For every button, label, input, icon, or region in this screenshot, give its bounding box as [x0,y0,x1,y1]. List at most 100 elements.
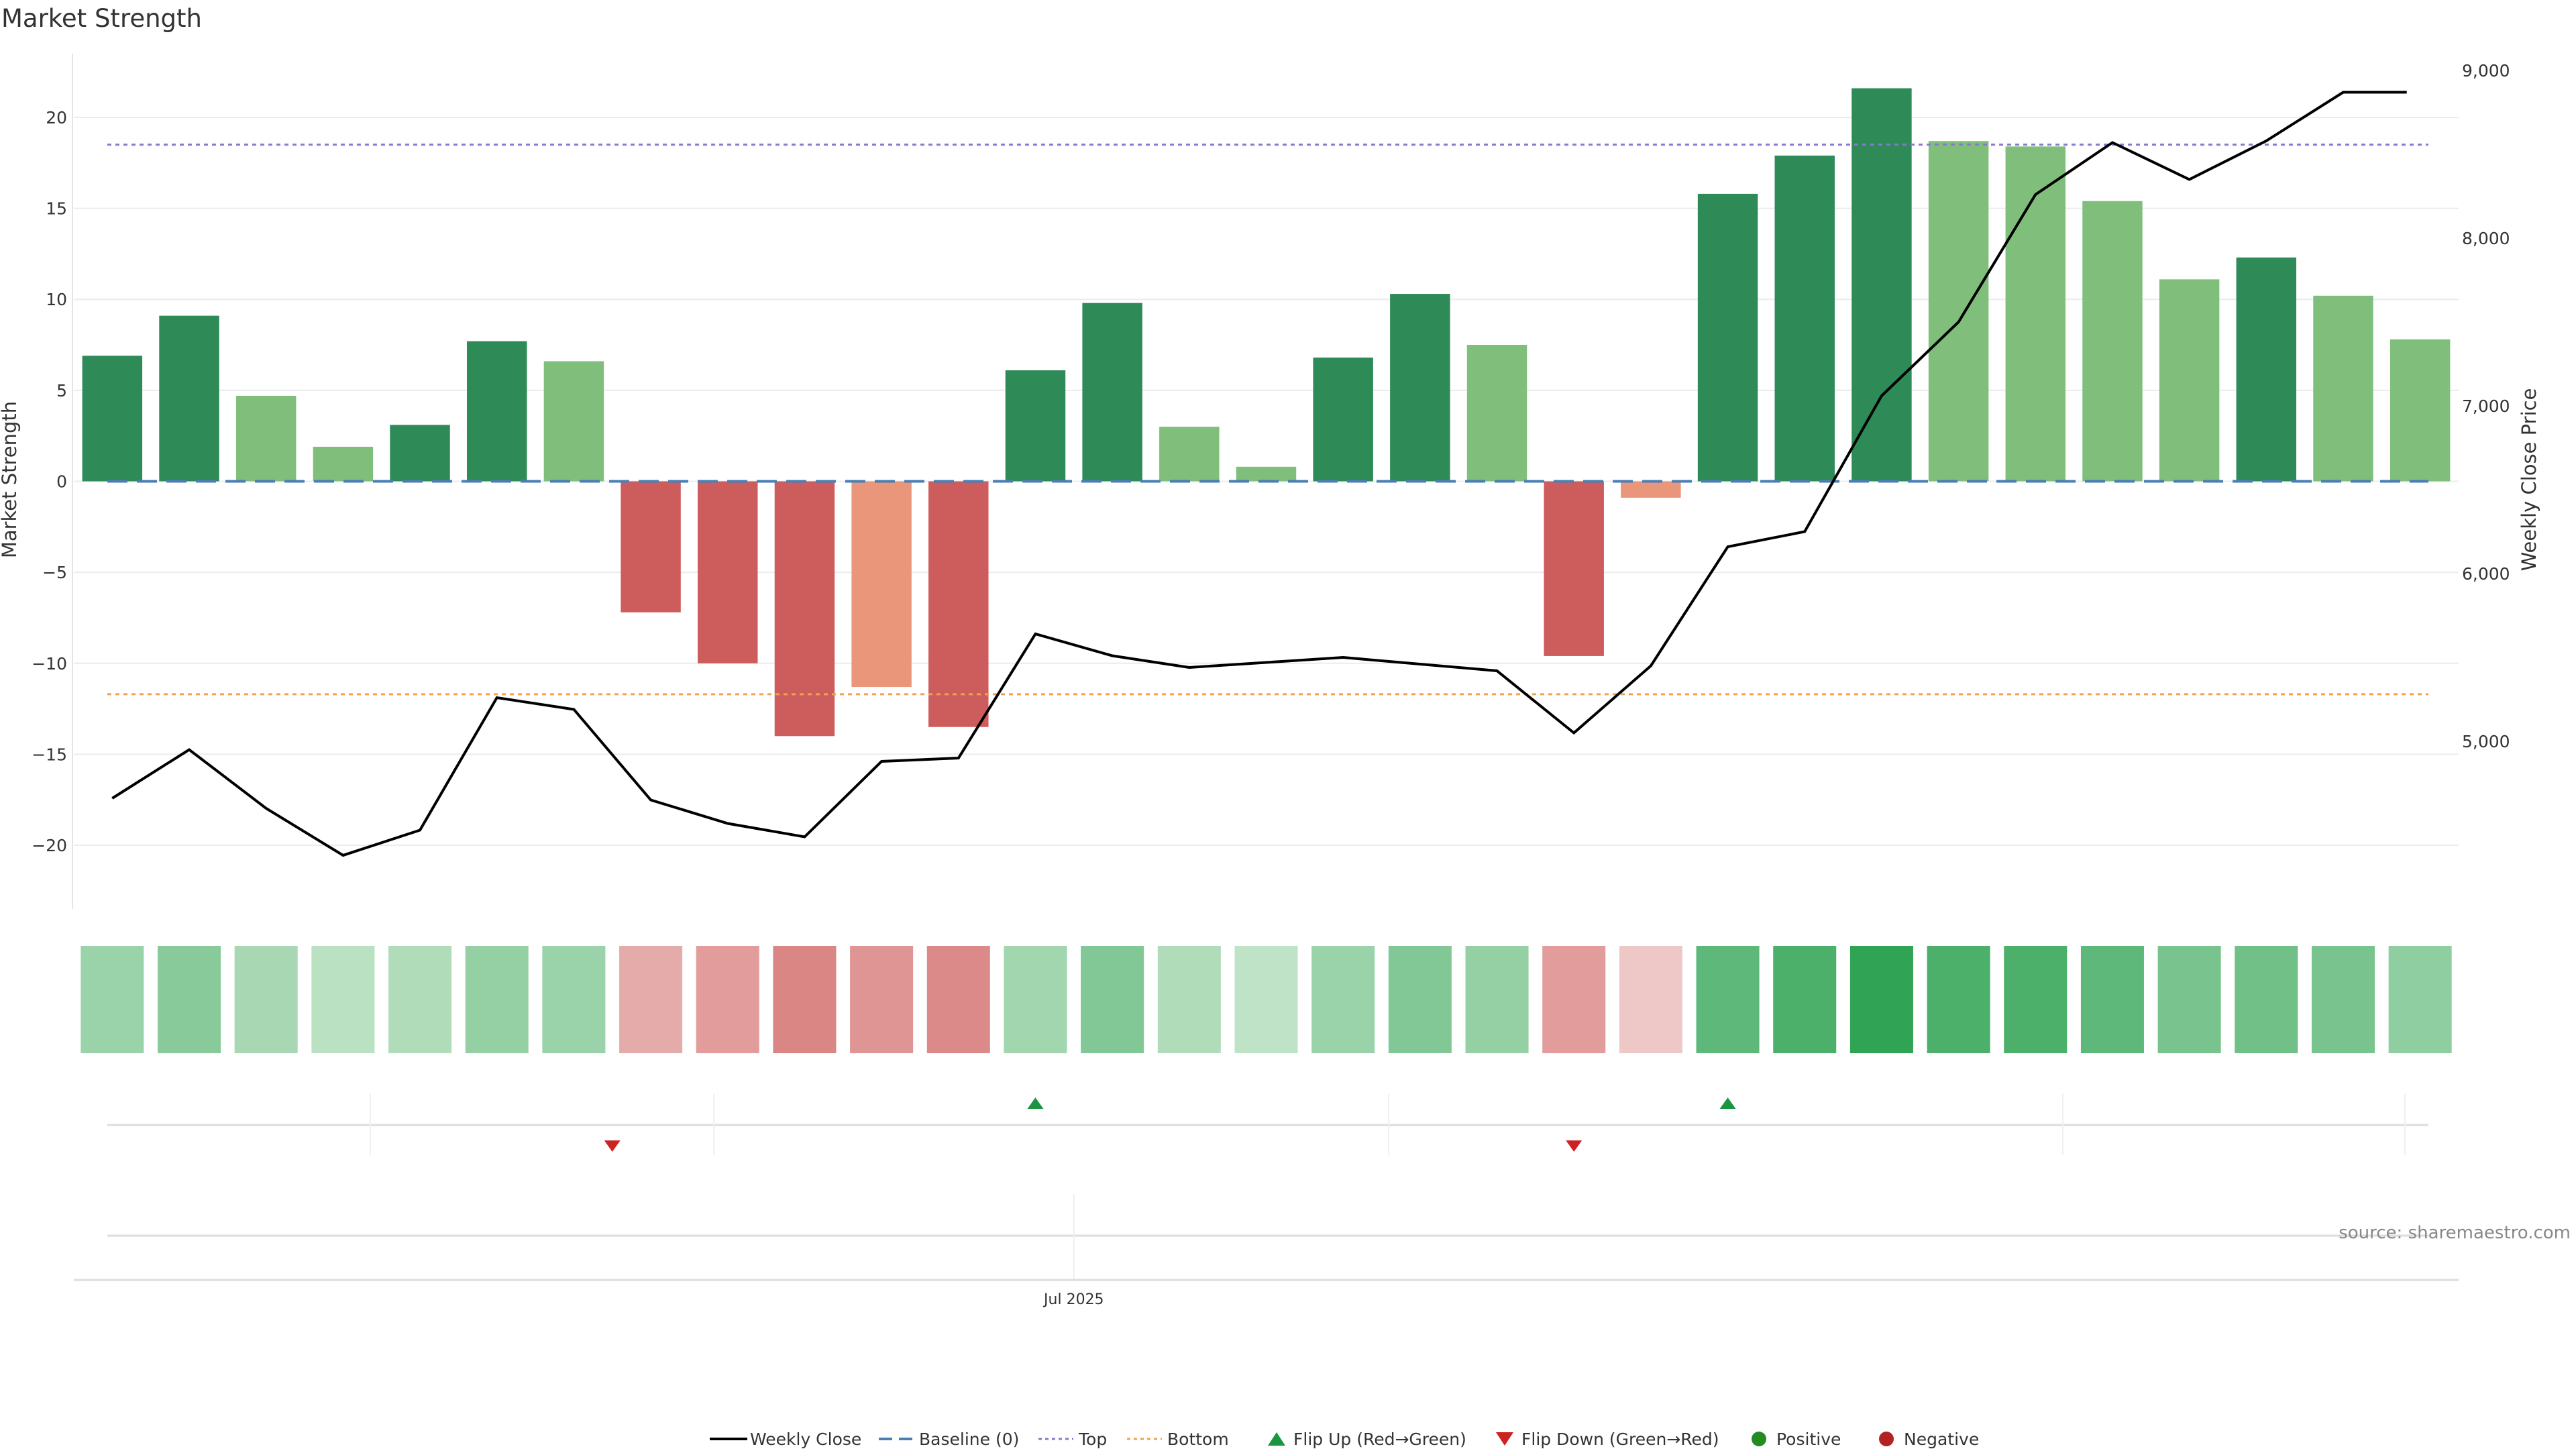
strength-bar [82,356,143,482]
strength-bar [1005,370,1066,482]
legend-label: Flip Up (Red→Green) [1293,1430,1466,1449]
heat-cell [2235,946,2298,1053]
strength-bar [2313,295,2373,482]
legend: Weekly Close Baseline (0) Top Bottom Flip Up… [710,1430,1979,1449]
heat-cell [157,946,221,1053]
legend-swatch-flip-up [1268,1432,1285,1446]
strength-bar [235,396,297,482]
heat-cell [1081,946,1144,1053]
flip-up-marker [1027,1097,1044,1109]
legend-item: Flip Down (Green→Red) [1496,1430,1719,1449]
heat-cell [1004,946,1067,1053]
heat-cell [388,946,452,1053]
y-left-tick-label: −20 [32,836,67,855]
strength-bar [621,481,681,612]
heat-cell [926,946,990,1053]
heat-cell [850,946,914,1053]
heat-cell [465,946,529,1053]
legend-item: Flip Up (Red→Green) [1268,1430,1466,1449]
flip-markers [107,1093,2428,1155]
legend-item: Top [1038,1430,1107,1449]
legend-label: Bottom [1167,1430,1229,1449]
strength-bar [2390,339,2451,482]
y-left-tick-label: −15 [32,745,67,764]
y-right-tick-label: 8,000 [2462,229,2510,248]
y-right-tick-label: 5,000 [2462,732,2510,751]
x-axis: Jul 2025 [74,1194,2459,1308]
heat-cell [2004,946,2068,1053]
heat-cell [1773,946,1837,1053]
y-left-tick-label: 15 [46,199,67,219]
legend-label: Baseline (0) [919,1430,1019,1449]
strength-bar [928,481,989,727]
reference-lines [107,144,2428,696]
y-right-axis-label: Weekly Close Price [2518,388,2540,572]
strength-bar [1159,427,1220,482]
strength-bar [467,341,527,482]
legend-label: Positive [1776,1430,1841,1449]
heat-cell [1465,946,1529,1053]
source-note: source: sharemaestro.com [2339,1223,2571,1243]
strength-bar [1313,358,1373,482]
legend-label: Top [1078,1430,1107,1449]
heat-cell [696,946,759,1053]
strength-bar [1621,481,1681,498]
heat-cell [2388,946,2452,1053]
legend-item: Baseline (0) [879,1430,1019,1449]
strength-bar [774,481,835,737]
legend-swatch-flip-down [1496,1432,1513,1446]
y-right-tick-label: 6,000 [2462,564,2510,584]
heat-cell [773,946,837,1053]
y-left-ticks: −20 −15 −10 −5 0 5 10 15 20 [32,108,67,855]
strength-bar [1697,193,1758,482]
strength-bar [390,425,450,482]
y-left-tick-label: −5 [42,563,67,582]
y-left-tick-label: 0 [56,472,67,492]
chart-title: Market Strength [1,4,202,33]
heat-cell [619,946,683,1053]
y-left-axis-label: Market Strength [0,401,21,558]
y-right-tick-label: 9,000 [2462,61,2510,80]
legend-item: Weekly Close [710,1430,861,1449]
strength-bar [698,481,758,663]
strength-bar [543,361,604,482]
strength-bar [159,315,219,482]
flip-up-marker [1719,1097,1736,1109]
y-left-tick-label: 20 [46,108,67,127]
strength-bar [1851,88,1912,482]
heat-cell [1157,946,1221,1053]
heat-cell [1927,946,1990,1053]
heat-cell [1234,946,1298,1053]
heat-strip [80,946,2452,1053]
strength-bar [1082,303,1142,482]
heat-cell [2157,946,2221,1053]
strength-bar [2236,257,2297,482]
strength-bar [1466,345,1527,482]
strength-bar [1774,155,1835,482]
strength-bar [1236,466,1297,482]
heat-cell [1388,946,1452,1053]
strength-bar [2005,146,2065,482]
flip-down-marker [1566,1140,1582,1152]
heat-cell [2080,946,2144,1053]
legend-swatch-positive [1752,1432,1766,1446]
flip-down-marker [604,1140,621,1152]
heat-cell [1542,946,1606,1053]
y-left-tick-label: −10 [32,654,67,674]
strength-bar [2159,279,2220,482]
legend-item: Bottom [1127,1430,1229,1449]
strength-bar [2082,201,2143,482]
legend-label: Negative [1904,1430,1979,1449]
heat-cell [80,946,144,1053]
heat-cell [1849,946,1913,1053]
strength-bar [1544,481,1604,656]
heat-cell [1619,946,1682,1053]
y-left-tick-label: 10 [46,290,67,309]
legend-label: Flip Down (Green→Red) [1521,1430,1719,1449]
x-tick-label: Jul 2025 [1042,1291,1104,1308]
weekly-close-line [111,91,2407,857]
heat-cell [311,946,375,1053]
heat-cell [1696,946,1760,1053]
heat-cell [234,946,298,1053]
